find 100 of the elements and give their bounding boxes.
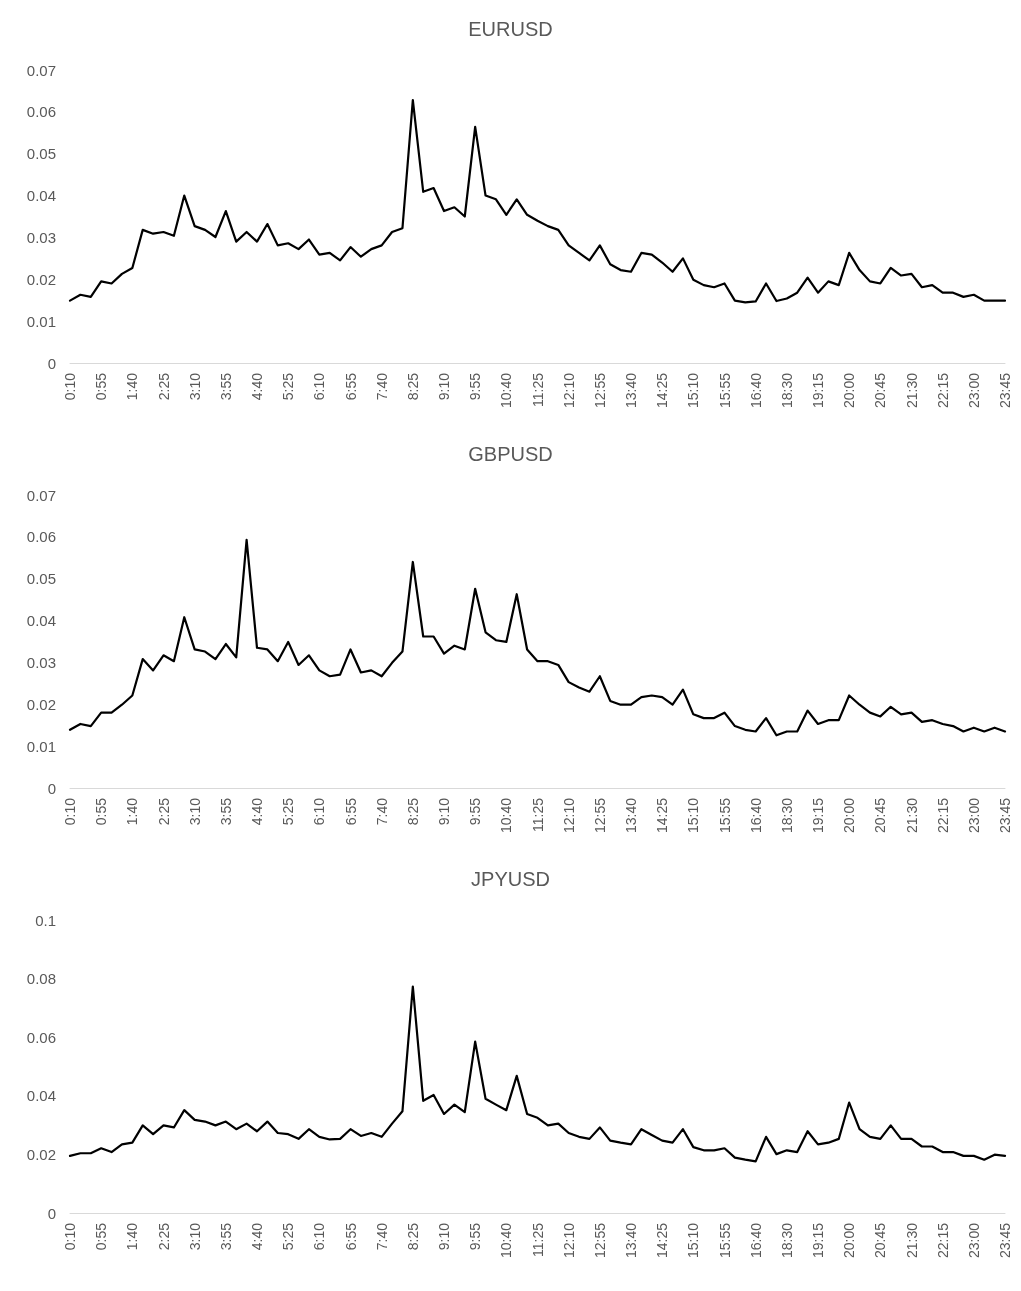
x-tick-label: 2:25 [155, 372, 172, 401]
x-tick-label: 5:25 [280, 372, 297, 401]
x-tick-label: 22:15 [934, 797, 951, 834]
x-tick-label: 21:30 [903, 1222, 920, 1259]
x-tick-label: 0:55 [93, 1222, 110, 1251]
x-tick-label: 15:55 [716, 372, 733, 409]
x-tick-label: 0:10 [62, 797, 78, 826]
x-tick-label: 3:55 [217, 372, 234, 401]
x-tick-label: 14:25 [654, 797, 671, 834]
x-tick-label: 23:45 [997, 372, 1013, 409]
x-tick-label: 3:10 [186, 1222, 203, 1251]
x-tick-label: 8:25 [404, 1222, 421, 1251]
x-tick-label: 16:40 [747, 372, 764, 409]
x-tick-label: 14:25 [654, 372, 671, 409]
x-tick-label: 20:45 [872, 372, 889, 409]
x-tick-label: 9:55 [467, 1222, 484, 1251]
x-tick-label: 20:00 [841, 372, 858, 409]
y-tick-label: 0 [47, 779, 56, 797]
y-tick-label: 0.04 [26, 612, 56, 630]
x-tick-label: 7:40 [373, 372, 390, 401]
x-tick-label: 4:40 [249, 1222, 265, 1251]
chart-title: EURUSD [468, 18, 553, 40]
x-tick-label: 16:40 [747, 797, 764, 834]
y-tick-label: 0.03 [26, 653, 56, 671]
chart-title: JPYUSD [471, 868, 550, 890]
line-series [68, 99, 1007, 304]
x-tick-label: 21:30 [903, 372, 920, 409]
chart-title: GBPUSD [468, 443, 553, 465]
y-tick-label: 0 [47, 354, 56, 372]
x-tick-label: 15:55 [716, 1222, 733, 1259]
x-tick-label: 22:15 [934, 372, 951, 409]
x-tick-label: 18:30 [778, 797, 795, 834]
line-series [68, 985, 1007, 1163]
x-tick-label: 23:45 [997, 1222, 1013, 1259]
x-tick-label: 18:30 [778, 372, 795, 409]
x-tick-label: 20:00 [841, 1222, 858, 1259]
x-tick-label: 2:25 [155, 1222, 172, 1251]
x-tick-label: 15:10 [685, 372, 702, 409]
x-tick-label: 9:55 [467, 372, 484, 401]
x-tick-label: 5:25 [280, 1222, 297, 1251]
x-tick-label: 21:30 [903, 797, 920, 834]
x-tick-label: 9:10 [436, 1222, 452, 1251]
x-tick-label: 8:25 [404, 372, 421, 401]
x-tick-label: 5:25 [280, 797, 297, 826]
x-tick-label: 7:40 [373, 1222, 390, 1251]
y-tick-label: 0.01 [26, 312, 56, 330]
x-tick-label: 0:55 [93, 797, 110, 826]
x-tick-label: 12:55 [591, 797, 608, 834]
y-tick-label: 0.06 [26, 1028, 56, 1046]
x-tick-label: 23:00 [965, 797, 982, 834]
x-tick-label: 6:10 [311, 1222, 328, 1251]
x-tick-label: 9:10 [436, 372, 452, 401]
x-tick-label: 23:45 [997, 797, 1013, 834]
y-tick-label: 0.04 [26, 1087, 56, 1105]
x-tick-label: 18:30 [778, 1222, 795, 1259]
x-tick-label: 2:25 [155, 797, 172, 826]
x-tick-label: 14:25 [654, 1222, 671, 1259]
x-tick-label: 23:00 [965, 372, 982, 409]
y-tick-label: 0.05 [26, 145, 56, 163]
y-tick-label: 0.08 [26, 970, 56, 988]
y-tick-label: 0.02 [26, 270, 56, 288]
x-tick-label: 10:40 [498, 797, 515, 834]
y-tick-label: 0.03 [26, 228, 56, 246]
x-tick-label: 9:55 [467, 797, 484, 826]
y-tick-label: 0 [47, 1204, 56, 1222]
y-tick-label: 0.07 [26, 486, 56, 504]
x-tick-label: 16:40 [747, 1222, 764, 1259]
x-tick-label: 6:10 [311, 372, 328, 401]
x-tick-label: 12:10 [560, 1222, 577, 1259]
x-tick-label: 13:40 [623, 1222, 639, 1259]
x-tick-label: 11:25 [529, 1222, 546, 1257]
x-tick-label: 0:55 [93, 372, 110, 401]
line-series [68, 538, 1007, 737]
x-tick-label: 1:40 [124, 1222, 141, 1251]
x-tick-label: 13:40 [623, 372, 639, 409]
x-tick-label: 6:55 [342, 1222, 359, 1251]
y-tick-label: 0.07 [26, 61, 56, 79]
x-tick-label: 15:10 [685, 797, 702, 834]
x-tick-label: 9:10 [436, 797, 452, 826]
y-tick-label: 0.06 [26, 103, 56, 121]
x-tick-label: 20:00 [841, 797, 858, 834]
x-tick-label: 12:10 [560, 797, 577, 834]
x-tick-label: 19:15 [810, 797, 826, 834]
x-tick-label: 23:00 [965, 1222, 982, 1259]
x-tick-label: 3:10 [186, 372, 203, 401]
x-tick-label: 10:40 [498, 372, 515, 409]
x-tick-label: 15:10 [685, 1222, 702, 1259]
x-tick-label: 11:25 [529, 797, 546, 832]
y-tick-label: 0.1 [35, 911, 56, 929]
x-tick-label: 7:40 [373, 797, 390, 826]
x-tick-label: 4:40 [249, 797, 265, 826]
x-tick-label: 6:10 [311, 797, 328, 826]
x-tick-label: 0:10 [62, 1222, 78, 1251]
x-tick-label: 13:40 [623, 797, 639, 834]
y-tick-label: 0.02 [26, 1145, 56, 1163]
x-tick-label: 15:55 [716, 797, 733, 834]
y-tick-label: 0.05 [26, 570, 56, 588]
x-tick-label: 20:45 [872, 1222, 889, 1259]
x-tick-label: 6:55 [342, 797, 359, 826]
x-tick-label: 19:15 [810, 1222, 826, 1259]
